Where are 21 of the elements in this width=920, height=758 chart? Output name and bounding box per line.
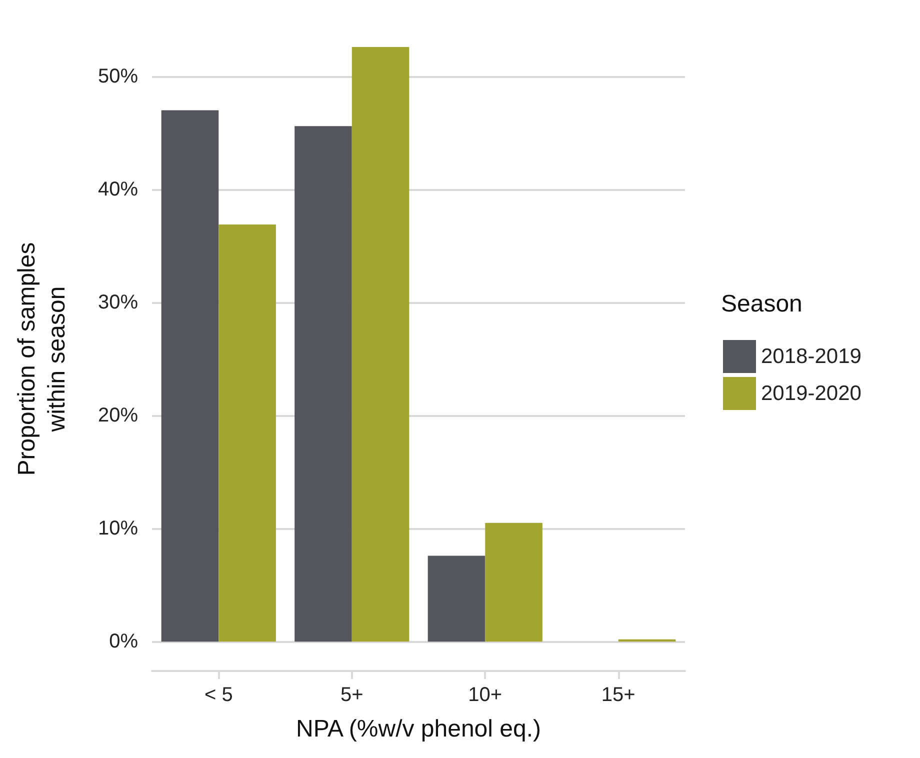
bar bbox=[485, 522, 542, 642]
bar bbox=[218, 224, 276, 642]
bar bbox=[428, 556, 486, 642]
x-tick-label: 15+ bbox=[601, 684, 636, 706]
y-tick-label: 30% bbox=[98, 291, 138, 314]
bar bbox=[352, 47, 410, 642]
y-tick-label: 0% bbox=[109, 630, 138, 653]
x-tick-label: 10+ bbox=[468, 684, 502, 706]
x-axis-title: NPA (%w/v phenol eq.) bbox=[296, 716, 542, 742]
legend-label: 2018-2019 bbox=[761, 345, 862, 368]
legend-label: 2019-2020 bbox=[761, 382, 862, 405]
bar bbox=[294, 126, 352, 642]
y-tick-label: 20% bbox=[98, 404, 138, 427]
y-tick-label: 50% bbox=[98, 65, 138, 88]
bar bbox=[161, 110, 219, 642]
legend-title: Season bbox=[721, 290, 802, 318]
y-tick-label: 40% bbox=[98, 178, 138, 200]
x-tick-label: 5+ bbox=[340, 684, 364, 706]
y-axis-title: Proportion of samples within season bbox=[14, 242, 70, 476]
x-tick-label: < 5 bbox=[204, 684, 233, 706]
y-tick-label: 10% bbox=[98, 518, 138, 540]
